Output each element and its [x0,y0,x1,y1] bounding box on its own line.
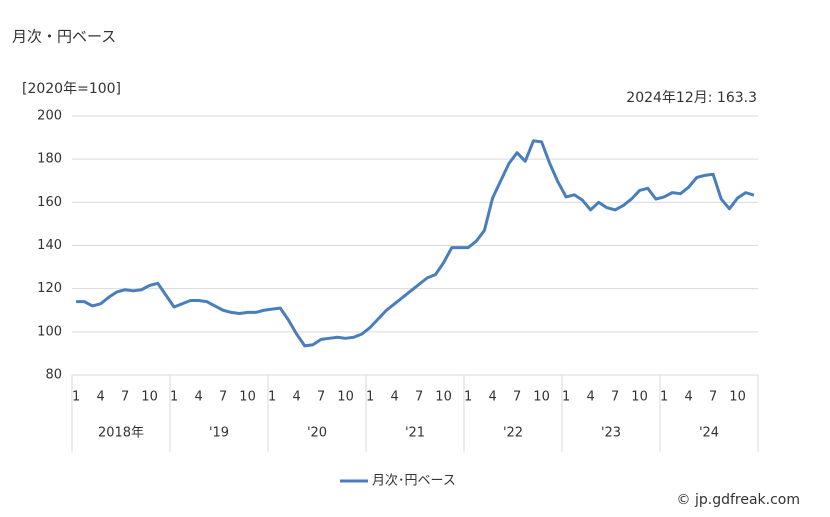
x-tick-label: 10 [435,390,452,405]
x-group-label: '19 [209,426,229,441]
x-tick-label: 10 [239,390,256,405]
x-tick-label: 4 [96,390,104,405]
x-tick-label: 4 [586,390,594,405]
x-tick-label: 1 [464,390,472,405]
y-tick-label: 120 [37,281,62,296]
x-tick-label: 7 [219,390,227,405]
y-tick-label: 180 [37,152,62,167]
y-axis-label: [2020年=100] [22,81,121,97]
x-tick-label: 1 [562,390,570,405]
y-tick-label: 140 [37,238,62,253]
x-tick-label: 4 [292,390,300,405]
x-tick-label: 1 [170,390,178,405]
x-tick-label: 4 [488,390,496,405]
x-tick-label: 7 [121,390,129,405]
x-tick-label: 7 [317,390,325,405]
legend-label: 月次･円ベース [372,473,456,489]
x-tick-label: 10 [631,390,648,405]
x-tick-label: 10 [729,390,746,405]
x-tick-label: 4 [194,390,202,405]
x-tick-label: 10 [141,390,158,405]
data-line [76,139,755,348]
x-tick-label: 7 [513,390,521,405]
x-group-label: '22 [503,426,523,441]
x-tick-label: 10 [337,390,354,405]
x-tick-label: 1 [366,390,374,405]
x-group-label: '21 [405,426,425,441]
source: © jp.gdfreak.com [677,492,800,508]
x-group-label: 2018年 [98,426,144,441]
x-group-label: '23 [601,426,621,441]
x-tick-label: 7 [709,390,717,405]
x-tick-label: 1 [660,390,668,405]
x-tick-label: 1 [72,390,80,405]
x-tick-label: 7 [415,390,423,405]
x-tick-label: 4 [390,390,398,405]
x-group-label: '20 [307,426,327,441]
y-tick-label: 80 [45,368,62,383]
chart-title: 月次・円ベース [12,28,116,46]
x-tick-label: 1 [268,390,276,405]
x-group-label: '24 [699,426,719,441]
y-tick-label: 200 [37,109,62,124]
y-tick-label: 160 [37,195,62,210]
x-tick-label: 7 [611,390,619,405]
x-tick-label: 10 [533,390,550,405]
annotation: 2024年12月: 163.3 [626,90,757,106]
y-tick-label: 100 [37,324,62,339]
x-tick-label: 4 [684,390,692,405]
